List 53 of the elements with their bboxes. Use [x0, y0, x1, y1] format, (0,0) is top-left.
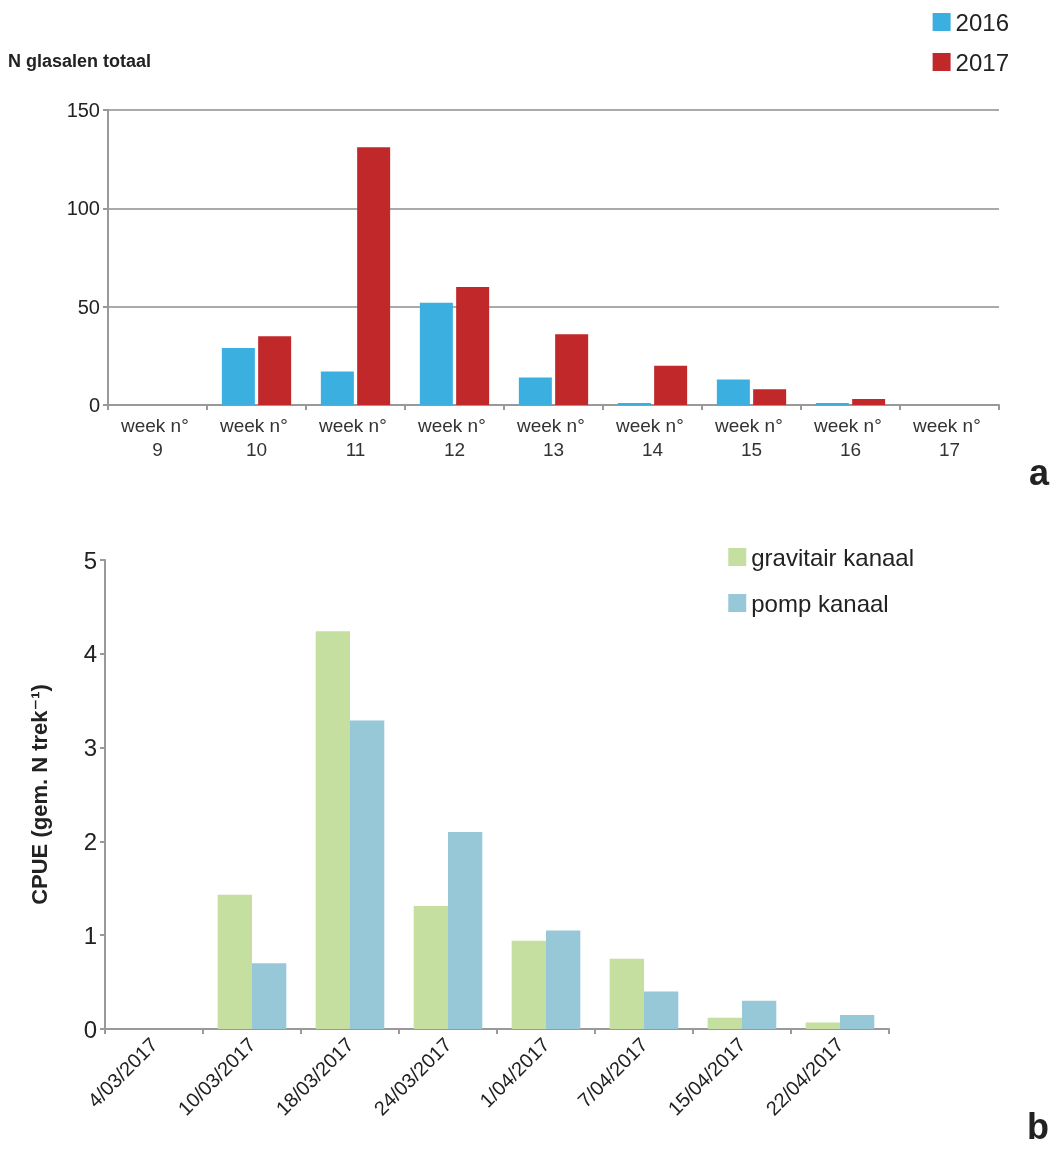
bar	[742, 1000, 777, 1029]
y-tick-label: 1	[83, 921, 97, 949]
legend-label: 2016	[955, 8, 1009, 36]
y-tick-label: 2	[83, 827, 97, 855]
x-tick-label: week n° 12	[416, 414, 492, 460]
bar	[609, 958, 644, 1029]
y-tick-label: 4	[83, 640, 97, 668]
bar	[221, 347, 255, 405]
y-tick-label: 100	[66, 197, 100, 220]
legend-label: gravitair kanaal	[751, 543, 914, 571]
bar	[852, 399, 886, 405]
bar	[315, 631, 350, 1029]
y-tick-label: 0	[83, 1015, 97, 1043]
y-tick-label: 3	[83, 734, 97, 762]
bar	[753, 389, 787, 405]
bar	[320, 371, 354, 405]
text: a	[1028, 451, 1050, 493]
bar	[546, 930, 581, 1029]
x-tick-label: week n° 15	[713, 414, 789, 460]
y-tick-label: 5	[83, 546, 97, 574]
bar	[448, 832, 483, 1029]
bar	[350, 720, 385, 1029]
bar	[644, 991, 679, 1029]
bar	[716, 379, 750, 405]
y-tick-label: 150	[66, 99, 100, 121]
y-tick-label: 0	[88, 394, 100, 416]
bar	[518, 377, 552, 405]
bar	[555, 334, 589, 405]
y-axis-title: CPUE (gem. N trek⁻¹)	[26, 684, 52, 905]
bar	[258, 336, 292, 405]
x-tick-label: week n° 14	[614, 414, 690, 460]
bar	[707, 1017, 742, 1029]
x-tick-label: week n° 9	[119, 414, 195, 460]
bar	[654, 365, 688, 405]
bar	[413, 906, 448, 1029]
bar	[805, 1022, 840, 1029]
bar	[419, 302, 453, 405]
bar	[252, 963, 287, 1029]
y-tick-label: 50	[77, 295, 100, 318]
x-tick-label: week n° 10	[218, 414, 294, 460]
x-tick-label: week n° 17	[911, 414, 987, 460]
bar	[357, 147, 391, 405]
legend-label: pomp kanaal	[751, 589, 889, 617]
bar	[511, 940, 546, 1029]
x-tick-label: week n° 16	[812, 414, 888, 460]
y-axis-title: N glasalen totaal	[8, 51, 152, 71]
x-tick-label: week n° 13	[515, 414, 591, 460]
legend-label: 2017	[955, 48, 1009, 76]
bar	[456, 287, 490, 405]
text: b	[1027, 1105, 1050, 1147]
x-tick-label: week n° 11	[317, 414, 393, 460]
bar	[217, 894, 252, 1029]
bar	[840, 1014, 875, 1029]
